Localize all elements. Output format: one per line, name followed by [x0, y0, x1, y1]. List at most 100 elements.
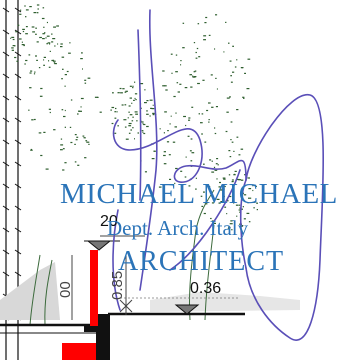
foliage-dot: [175, 168, 178, 169]
foliage-dot: [70, 142, 72, 143]
foliage-dot: [84, 80, 86, 81]
foliage-dot: [229, 174, 230, 175]
foliage-dot: [88, 144, 89, 145]
foliage-dot: [39, 132, 42, 133]
foliage-dot: [67, 71, 69, 72]
foliage-dot: [186, 157, 187, 158]
foliage-dot: [152, 108, 155, 109]
foliage-dot: [180, 60, 181, 61]
foliage-dot: [202, 113, 204, 114]
foliage-dot: [25, 16, 26, 17]
foliage-dot: [225, 22, 226, 23]
foliage-dot: [40, 96, 43, 97]
foliage-dot: [153, 151, 155, 152]
foliage-dot: [16, 61, 18, 62]
foliage-dot: [188, 120, 190, 121]
foliage-dot: [71, 99, 72, 100]
foliage-dot: [142, 130, 144, 131]
foliage-dot: [162, 85, 165, 86]
foliage-dot: [233, 151, 234, 152]
foliage-dot: [85, 83, 87, 84]
foliage-dot: [75, 161, 77, 162]
foliage-dot: [135, 93, 137, 94]
foliage-dot: [36, 60, 38, 61]
foliage-dot: [29, 87, 31, 88]
foliage-dot: [163, 155, 166, 156]
foliage-dot: [232, 142, 234, 143]
foliage-dot: [46, 169, 49, 170]
foliage-dot: [216, 106, 218, 107]
foliage-dot: [65, 86, 66, 87]
foliage-dot: [165, 89, 167, 90]
foliage-dot: [235, 171, 237, 172]
foliage-dot: [237, 137, 239, 138]
foliage-dot: [65, 127, 66, 128]
foliage-dot: [230, 139, 231, 140]
foliage-dot: [35, 55, 37, 56]
foliage-dot: [204, 22, 206, 23]
foliage-dot: [145, 171, 147, 172]
foliage-dot: [85, 140, 87, 141]
foliage-dot: [53, 27, 56, 28]
foliage-dot: [132, 86, 133, 87]
foliage-dot: [132, 117, 133, 118]
foliage-dot: [100, 112, 102, 113]
dimension-level-label: 0.36: [190, 281, 221, 297]
foliage-dot: [136, 120, 137, 121]
foliage-dot: [25, 60, 27, 61]
foliage-dot: [112, 92, 114, 93]
foliage-dot: [146, 110, 148, 111]
foliage-dot: [142, 132, 143, 133]
foliage-dot: [217, 88, 218, 89]
foliage-dot: [183, 116, 186, 117]
foliage-dot: [202, 80, 204, 81]
foliage-dot: [63, 116, 66, 117]
foliage-dot: [51, 34, 52, 35]
foliage-dot: [129, 105, 131, 106]
foliage-dot: [214, 127, 215, 128]
foliage-dot: [227, 98, 230, 99]
foliage-dot: [130, 129, 132, 130]
foliage-dot: [50, 112, 51, 113]
foliage-dot: [167, 141, 169, 142]
foliage-dot: [247, 88, 250, 89]
foliage-dot: [132, 120, 134, 121]
foliage-dot: [236, 109, 238, 110]
foliage-dot: [115, 108, 116, 109]
foliage-dot: [203, 39, 206, 40]
foliage-dot: [25, 33, 28, 34]
foliage-dot: [61, 78, 63, 79]
foliage-dot: [230, 75, 232, 76]
foliage-dot: [183, 23, 185, 24]
foliage-dot: [54, 63, 57, 64]
foliage-dot: [239, 154, 241, 155]
foliage-dot: [17, 25, 19, 26]
foliage-dot: [175, 113, 176, 114]
foliage-dot: [110, 110, 112, 111]
foliage-dot: [84, 137, 85, 138]
foliage-dot: [223, 51, 224, 52]
foliage-dot: [211, 107, 213, 108]
foliage-dot: [76, 139, 78, 140]
foliage-dot: [81, 98, 84, 99]
foliage-dot: [231, 82, 233, 83]
foliage-dot: [42, 18, 45, 19]
foliage-dot: [65, 74, 67, 75]
foliage-dot: [177, 82, 179, 83]
foliage-dot: [112, 107, 115, 108]
foliage-dot: [62, 109, 64, 110]
foliage-dot: [130, 86, 132, 87]
foliage-dot: [50, 51, 51, 52]
foliage-dot: [88, 78, 91, 79]
foliage-dot: [164, 132, 165, 133]
foliage-dot: [249, 221, 251, 222]
foliage-dot: [79, 111, 82, 112]
foliage-dot: [14, 57, 16, 58]
foliage-dot: [144, 89, 145, 90]
foliage-dot: [126, 139, 129, 140]
wall-section: [62, 250, 110, 360]
foliage-dot: [198, 23, 200, 24]
foliage-dot: [77, 113, 79, 114]
foliage-dot: [178, 91, 180, 92]
foliage-dot: [60, 46, 63, 47]
